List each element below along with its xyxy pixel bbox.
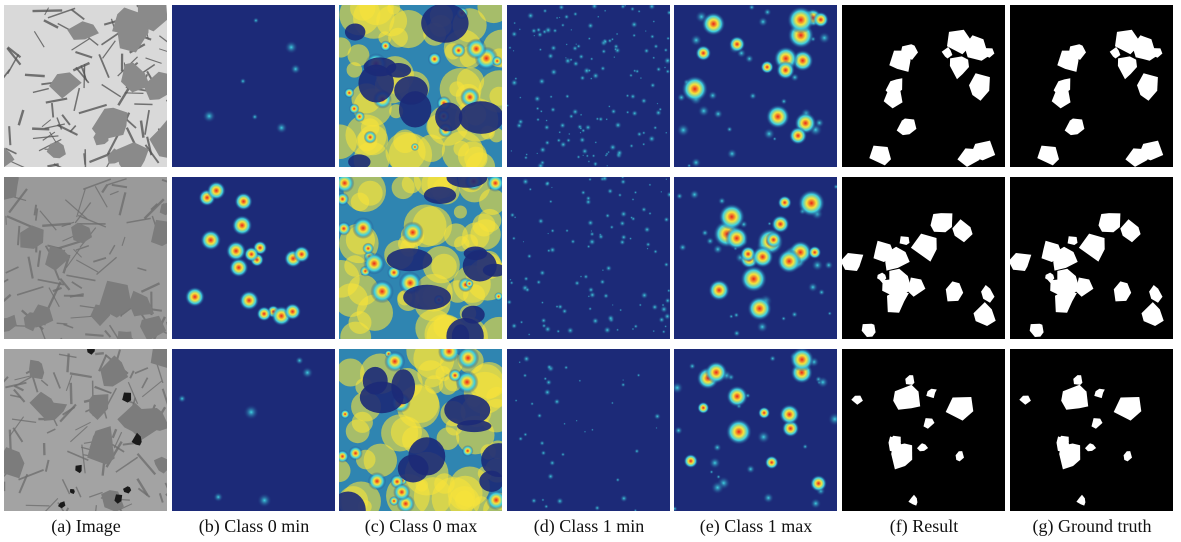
image-tile: [674, 5, 837, 167]
image-tile: [1010, 177, 1173, 339]
image-tile: [674, 177, 837, 339]
figure-grid: [4, 5, 1177, 513]
caption-b: (b) Class 0 min: [170, 516, 338, 537]
image-tile: [842, 5, 1005, 167]
image-tile: [507, 5, 670, 167]
caption-e: (e) Class 1 max: [672, 516, 840, 537]
image-tile: [339, 5, 502, 167]
image-tile: [339, 349, 502, 511]
column-e-class1-max: [674, 5, 837, 513]
image-tile: [339, 177, 502, 339]
image-tile: [1010, 349, 1173, 511]
image-tile: [4, 5, 167, 167]
column-b-class0-min: [172, 5, 335, 513]
image-tile: [4, 349, 167, 511]
column-c-class0-max: [339, 5, 502, 513]
image-tile: [172, 5, 335, 167]
caption-g: (g) Ground truth: [1008, 516, 1176, 537]
column-g-ground-truth: [1010, 5, 1173, 513]
column-a-image: [4, 5, 167, 513]
image-tile: [172, 177, 335, 339]
caption-c: (c) Class 0 max: [337, 516, 505, 537]
caption-a: (a) Image: [2, 516, 170, 537]
image-tile: [172, 349, 335, 511]
column-f-result: [842, 5, 1005, 513]
caption-f: (f) Result: [840, 516, 1008, 537]
image-tile: [842, 349, 1005, 511]
image-tile: [674, 349, 837, 511]
image-tile: [842, 177, 1005, 339]
column-d-class1-min: [507, 5, 670, 513]
image-tile: [1010, 5, 1173, 167]
image-tile: [4, 177, 167, 339]
image-tile: [507, 349, 670, 511]
image-tile: [507, 177, 670, 339]
caption-d: (d) Class 1 min: [505, 516, 673, 537]
